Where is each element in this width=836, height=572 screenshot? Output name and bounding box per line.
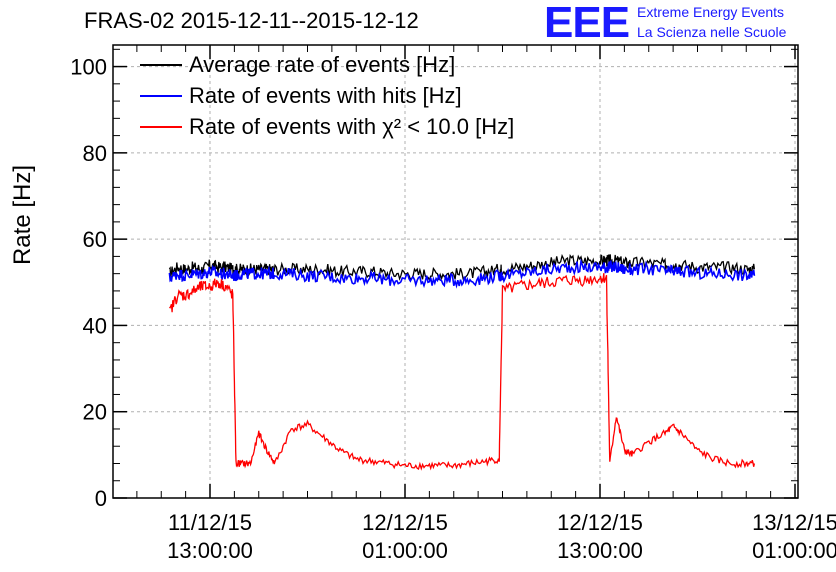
logo-subtitle-2: La Scienza nelle Scuole bbox=[637, 24, 787, 40]
x-tick-time-3: 01:00:00 bbox=[752, 538, 836, 563]
chart-title: FRAS-02 2015-12-11--2015-12-12 bbox=[84, 8, 419, 33]
x-tick-date-1: 12/12/15 bbox=[362, 510, 448, 535]
legend-label-1: Rate of events with hits [Hz] bbox=[189, 83, 462, 108]
x-tick-time-1: 01:00:00 bbox=[362, 538, 448, 563]
y-tick-label-2: 40 bbox=[83, 313, 107, 338]
y-tick-label-4: 80 bbox=[83, 141, 107, 166]
grid-lines bbox=[113, 45, 798, 498]
axis-ticks: 0 20 40 60 80 100 11/12/15 13:00:00 12/12/15 01:0… bbox=[70, 45, 836, 563]
x-tick-date-3: 13/12/15 bbox=[752, 510, 836, 535]
legend-label-2: Rate of events with χ² < 10.0 [Hz] bbox=[189, 114, 514, 139]
y-tick-label-1: 20 bbox=[83, 400, 107, 425]
x-tick-date-0: 11/12/15 bbox=[168, 510, 252, 535]
x-tick-date-2: 12/12/15 bbox=[557, 510, 643, 535]
logo-subtitle-1: Extreme Energy Events bbox=[637, 4, 785, 20]
y-axis-label: Rate [Hz] bbox=[9, 165, 36, 265]
x-tick-time-0: 13:00:00 bbox=[167, 538, 253, 563]
x-tick-time-2: 13:00:00 bbox=[557, 538, 643, 563]
series-lines bbox=[168, 253, 756, 471]
series-line-2 bbox=[168, 273, 756, 471]
legend: Average rate of events [Hz] Rate of event… bbox=[140, 52, 514, 139]
plot-frame bbox=[112, 44, 799, 499]
y-tick-label-5: 100 bbox=[70, 55, 107, 80]
series-line-1 bbox=[168, 258, 756, 289]
y-tick-label-3: 60 bbox=[83, 227, 107, 252]
eee-logo: EEE bbox=[544, 0, 630, 47]
y-tick-label-0: 0 bbox=[95, 486, 107, 511]
legend-label-0: Average rate of events [Hz] bbox=[189, 52, 455, 77]
